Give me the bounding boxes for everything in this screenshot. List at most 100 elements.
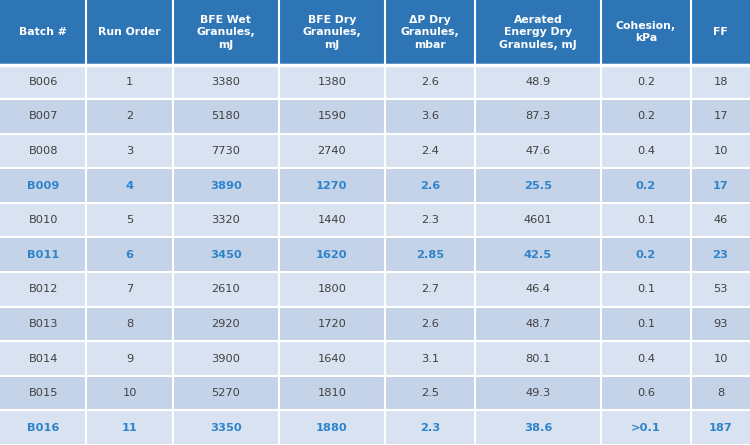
Bar (691, 410, 750, 445)
Text: B009: B009 (27, 181, 59, 190)
Text: B008: B008 (28, 146, 58, 156)
Bar (601, 272, 691, 307)
Text: 80.1: 80.1 (525, 353, 550, 364)
Bar (601, 238, 691, 272)
Bar (279, 307, 385, 341)
Bar (691, 238, 750, 272)
Bar (86, 65, 172, 99)
Bar (172, 341, 279, 376)
Bar (476, 203, 601, 238)
Text: Cohesion,
kPa: Cohesion, kPa (616, 21, 676, 44)
Text: 93: 93 (713, 319, 728, 329)
Bar (601, 307, 691, 341)
Text: 2.4: 2.4 (421, 146, 439, 156)
Bar (691, 134, 750, 168)
Text: FF: FF (713, 27, 728, 37)
Text: 2.5: 2.5 (421, 388, 439, 398)
Bar (601, 376, 691, 410)
Text: 0.1: 0.1 (637, 215, 655, 225)
Bar (385, 65, 476, 99)
Bar (385, 307, 476, 341)
Bar (0, 410, 86, 445)
Text: 8: 8 (126, 319, 134, 329)
Bar (691, 307, 750, 341)
Text: 49.3: 49.3 (525, 388, 550, 398)
Text: 0.2: 0.2 (637, 111, 655, 121)
Text: 187: 187 (709, 423, 733, 433)
Text: B006: B006 (28, 77, 58, 87)
Bar (691, 272, 750, 307)
Text: 42.5: 42.5 (524, 250, 552, 260)
Bar (385, 238, 476, 272)
Text: 10: 10 (713, 353, 728, 364)
Text: 2.3: 2.3 (420, 423, 440, 433)
Text: 38.6: 38.6 (524, 423, 552, 433)
Bar (0, 376, 86, 410)
Text: 47.6: 47.6 (526, 146, 550, 156)
Bar (279, 272, 385, 307)
Text: 7730: 7730 (211, 146, 240, 156)
Bar (86, 134, 172, 168)
Bar (0, 341, 86, 376)
Bar (86, 307, 172, 341)
Bar (476, 168, 601, 203)
Bar (385, 168, 476, 203)
Bar (0, 203, 86, 238)
Text: B010: B010 (28, 215, 58, 225)
Text: 0.6: 0.6 (637, 388, 655, 398)
Text: 1380: 1380 (317, 77, 346, 87)
Bar (279, 203, 385, 238)
Bar (279, 99, 385, 134)
Text: 5: 5 (126, 215, 134, 225)
Bar (172, 168, 279, 203)
Text: 4: 4 (125, 181, 134, 190)
Text: 1880: 1880 (316, 423, 348, 433)
Text: 4601: 4601 (524, 215, 552, 225)
Bar (691, 0, 750, 65)
Text: 1800: 1800 (317, 284, 346, 294)
Text: 53: 53 (713, 284, 728, 294)
Text: Aerated
Energy Dry
Granules, mJ: Aerated Energy Dry Granules, mJ (499, 15, 577, 50)
Text: 3890: 3890 (210, 181, 242, 190)
Text: 2.6: 2.6 (421, 319, 439, 329)
Text: 46.4: 46.4 (526, 284, 550, 294)
Bar (0, 134, 86, 168)
Text: 3450: 3450 (210, 250, 242, 260)
Text: BFE Wet
Granules,
mJ: BFE Wet Granules, mJ (196, 15, 255, 50)
Text: 2: 2 (126, 111, 134, 121)
Text: 5180: 5180 (211, 111, 240, 121)
Bar (691, 99, 750, 134)
Text: 1270: 1270 (316, 181, 347, 190)
Bar (172, 307, 279, 341)
Text: 2.7: 2.7 (421, 284, 439, 294)
Bar (172, 134, 279, 168)
Bar (86, 168, 172, 203)
Text: 17: 17 (712, 181, 728, 190)
Text: 48.9: 48.9 (525, 77, 550, 87)
Text: BFE Dry
Granules,
mJ: BFE Dry Granules, mJ (302, 15, 362, 50)
Text: 3380: 3380 (211, 77, 240, 87)
Text: 1720: 1720 (317, 319, 346, 329)
Text: 23: 23 (712, 250, 728, 260)
Bar (601, 203, 691, 238)
Bar (385, 272, 476, 307)
Text: 0.1: 0.1 (637, 284, 655, 294)
Bar (601, 134, 691, 168)
Text: 25.5: 25.5 (524, 181, 552, 190)
Bar (172, 203, 279, 238)
Text: 1440: 1440 (317, 215, 346, 225)
Text: 3: 3 (126, 146, 134, 156)
Bar (172, 99, 279, 134)
Text: B012: B012 (28, 284, 58, 294)
Text: 10: 10 (122, 388, 136, 398)
Bar (86, 99, 172, 134)
Bar (476, 376, 601, 410)
Bar (86, 376, 172, 410)
Text: 7: 7 (126, 284, 134, 294)
Bar (172, 410, 279, 445)
Bar (279, 376, 385, 410)
Bar (279, 134, 385, 168)
Bar (86, 272, 172, 307)
Text: 3350: 3350 (210, 423, 242, 433)
Bar (86, 203, 172, 238)
